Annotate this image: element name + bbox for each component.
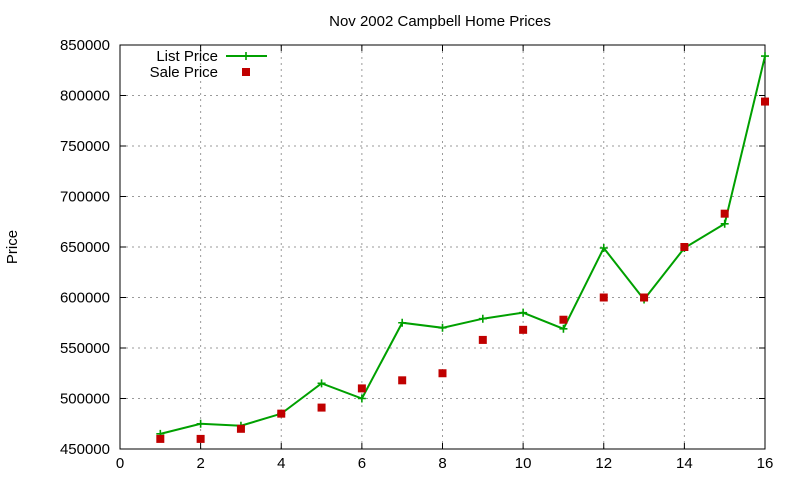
sale-price-point <box>599 293 608 302</box>
y-axis-label: Price <box>4 230 21 264</box>
y-tick-label: 600000 <box>60 290 110 307</box>
list-price-point <box>720 219 729 228</box>
list-price-point <box>519 308 528 317</box>
y-tick-label: 650000 <box>60 239 110 256</box>
list-price-point <box>559 324 568 333</box>
sale-price-point <box>640 293 649 302</box>
list-price-point <box>398 318 407 327</box>
y-tick-label: 500000 <box>60 391 110 408</box>
list-price-point <box>599 244 608 253</box>
list-price-point <box>478 314 487 323</box>
list-price-point <box>357 394 366 403</box>
y-tick-label: 850000 <box>60 37 110 54</box>
list-price-point <box>196 419 205 428</box>
x-tick-label: 0 <box>116 455 124 472</box>
sale-price-point <box>196 434 205 443</box>
chart-title: Nov 2002 Campbell Home Prices <box>329 13 551 30</box>
x-tick-label: 6 <box>358 455 366 472</box>
sale-price-point <box>720 209 729 218</box>
sale-price-point <box>438 369 447 378</box>
sale-price-point <box>519 325 528 334</box>
grid-lines <box>120 45 765 449</box>
x-tick-label: 8 <box>438 455 446 472</box>
x-tick-label: 10 <box>515 455 532 472</box>
axes: 0 2 4 6 8 10 12 14 16 450000 500000 550000 600000 650… <box>60 37 773 472</box>
legend-marker-sale-price <box>242 68 250 76</box>
x-tick-label: 12 <box>595 455 612 472</box>
x-tick-label: 4 <box>277 455 285 472</box>
sale-price-point <box>357 384 366 393</box>
sale-price-point <box>277 409 286 418</box>
sale-price-point <box>761 97 769 106</box>
x-tick-label: 2 <box>196 455 204 472</box>
y-tick-label: 550000 <box>60 340 110 357</box>
y-tick-label: 700000 <box>60 189 110 206</box>
legend-marker-list-price <box>242 52 250 60</box>
sale-price-point <box>478 335 487 344</box>
y-tick-label: 450000 <box>60 441 110 458</box>
sale-price-point <box>156 434 165 443</box>
sale-price-point <box>398 376 407 385</box>
x-tick-label: 14 <box>676 455 693 472</box>
sale-price-point <box>317 403 326 412</box>
sale-price-point <box>680 243 689 251</box>
list-price-point <box>761 52 769 61</box>
data-series <box>156 52 769 443</box>
sale-price-point <box>559 315 568 324</box>
x-tick-label: 16 <box>757 455 774 472</box>
list-price-point <box>438 323 447 332</box>
legend-label-sale-price: Sale Price <box>150 64 218 81</box>
list-price-point <box>317 379 326 388</box>
y-tick-label: 750000 <box>60 138 110 155</box>
y-tick-label: 800000 <box>60 88 110 105</box>
sale-price-point <box>236 424 245 433</box>
list-price-line <box>160 55 766 435</box>
legend-label-list-price: List Price <box>156 48 218 65</box>
